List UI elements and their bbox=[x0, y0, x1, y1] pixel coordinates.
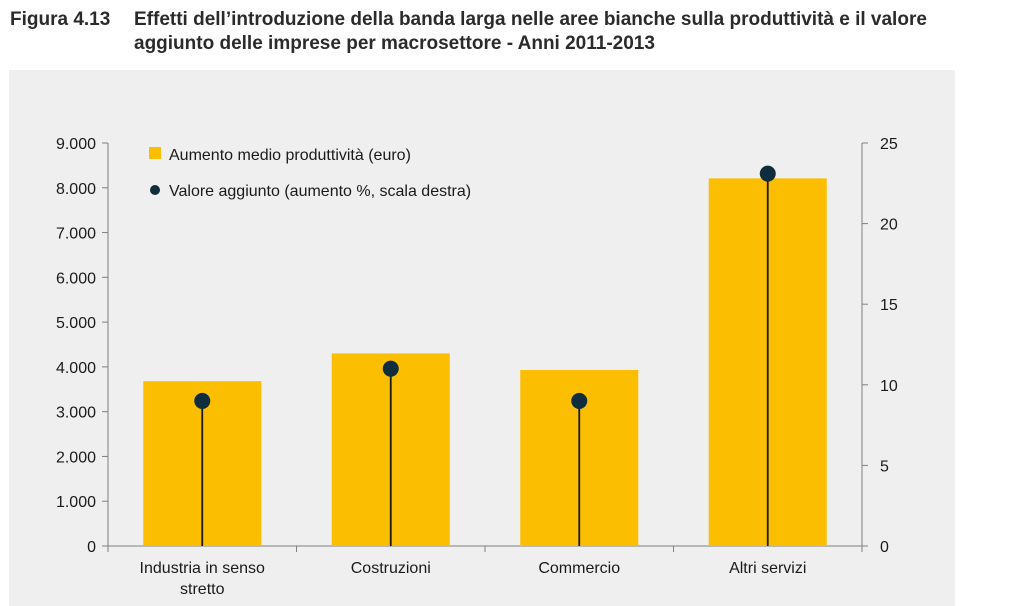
left-tick-label: 3.000 bbox=[56, 405, 96, 422]
category-label: Commercio bbox=[538, 560, 620, 577]
value-added-dot bbox=[382, 360, 399, 377]
category-label: Altri servizi bbox=[729, 560, 806, 577]
legend-dot-label: Valore aggiunto (aumento %, scala destra… bbox=[169, 183, 471, 200]
figure-label: Figura 4.13 bbox=[10, 9, 111, 30]
right-tick-label: 25 bbox=[880, 136, 898, 153]
left-tick-label: 5.000 bbox=[56, 315, 96, 332]
right-tick-label: 5 bbox=[880, 458, 889, 475]
legend-bar-label: Aumento medio produttività (euro) bbox=[169, 147, 411, 164]
left-tick-label: 8.000 bbox=[56, 181, 96, 198]
left-tick-label: 2.000 bbox=[56, 449, 96, 466]
category-label: Costruzioni bbox=[351, 560, 431, 577]
left-tick-label: 4.000 bbox=[56, 360, 96, 377]
left-tick-label: 6.000 bbox=[56, 270, 96, 287]
right-tick-label: 20 bbox=[880, 217, 898, 234]
right-tick-label: 15 bbox=[880, 297, 898, 314]
legend-bar-swatch bbox=[149, 147, 161, 159]
left-tick-label: 1.000 bbox=[56, 494, 96, 511]
legend-dot-swatch bbox=[150, 185, 160, 195]
value-added-dot bbox=[759, 165, 776, 182]
right-tick-label: 10 bbox=[880, 378, 898, 395]
left-tick-label: 9.000 bbox=[56, 136, 96, 153]
figure-title-line-1: Effetti dell’introduzione della banda la… bbox=[134, 9, 927, 30]
figure-title: Effetti dell’introduzione della banda la… bbox=[134, 8, 994, 56]
left-tick-label: 0 bbox=[87, 539, 96, 556]
value-added-dot bbox=[571, 392, 588, 409]
value-added-dot bbox=[194, 392, 211, 409]
category-label: Industria in senso stretto bbox=[140, 560, 266, 598]
right-tick-label: 0 bbox=[880, 539, 889, 556]
figure-title-line-2: aggiunto delle imprese per macrosettore … bbox=[134, 33, 655, 54]
left-tick-label: 7.000 bbox=[56, 226, 96, 243]
